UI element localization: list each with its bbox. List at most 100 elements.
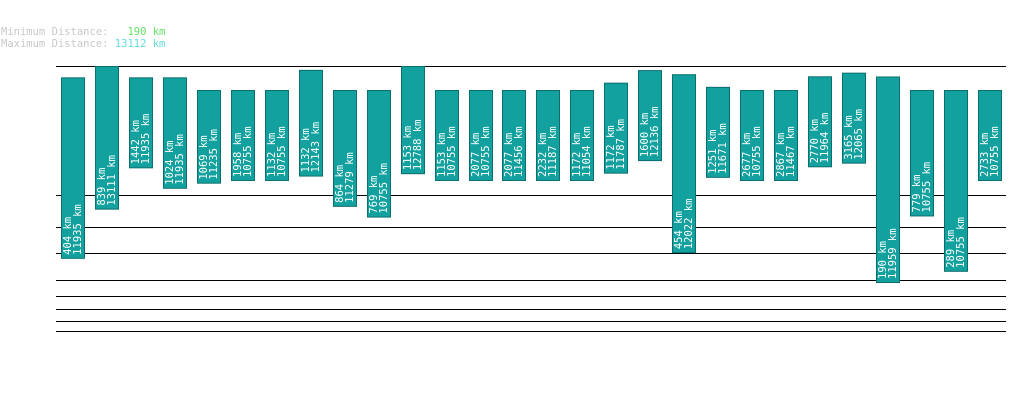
bar-max-label-15: 11187 km [547, 126, 559, 177]
bar-rect-1 [61, 77, 85, 259]
bar-min-label-23: 2770 km [809, 119, 821, 163]
bar-min-label-24: 3165 km [843, 115, 855, 159]
bar-min-label-18: 1600 km [639, 113, 651, 157]
bar-min-label-26: 779 km [911, 175, 923, 213]
bar-max-label-24: 12065 km [853, 109, 865, 160]
bar-rect-9 [333, 90, 357, 207]
bar-min-label-11: 1153 km [402, 126, 414, 170]
bar-max-label-27: 10755 km [955, 217, 967, 268]
bar-max-label-11: 12788 km [412, 120, 424, 171]
bar-max-label-10: 10755 km [378, 163, 390, 214]
bar-min-label-6: 1958 km [232, 133, 244, 177]
bar-max-label-12: 10755 km [446, 126, 458, 177]
bar-max-label-17: 11787 km [615, 119, 627, 170]
bar-rect-13 [469, 90, 493, 181]
bar-rect-19 [672, 74, 696, 254]
minimum-distance-value: 190 km [127, 26, 166, 38]
bar-rect-6 [231, 90, 255, 181]
bar-max-label-5: 11235 km [208, 129, 220, 180]
bar-min-label-17: 1172 km [605, 125, 617, 169]
bar-min-label-8: 1132 km [300, 128, 312, 172]
bar-min-label-28: 2733 km [979, 133, 991, 177]
bar-max-label-2: 13111 km [106, 155, 118, 206]
bar-rect-26 [910, 90, 934, 217]
bar-min-label-27: 289 km [945, 230, 957, 268]
bar-max-label-3: 11935 km [140, 114, 152, 165]
bar-rect-4 [163, 77, 187, 189]
bar-rect-10 [367, 90, 391, 218]
bar-min-label-13: 2077 km [470, 133, 482, 177]
bar-min-label-3: 1442 km [130, 120, 142, 164]
bar-max-label-23: 11964 km [819, 113, 831, 164]
bar-max-label-4: 11935 km [174, 134, 186, 185]
bar-max-label-19: 12022 km [683, 199, 695, 250]
bar-min-label-4: 1024 km [164, 140, 176, 184]
bar-rect-8 [299, 69, 323, 177]
bar-rect-28 [978, 90, 1002, 181]
bar-rect-12 [435, 90, 459, 181]
bar-max-label-28: 10755 km [989, 126, 1001, 177]
distance-header: Minimum Distance: 190 km Maximum Distanc… [1, 26, 165, 50]
grid-lines [56, 66, 1006, 332]
bar-min-label-21: 2677 km [741, 133, 753, 177]
maximum-distance-value: 13112 km [114, 38, 166, 50]
bar-rect-21 [740, 90, 764, 181]
bar-min-label-7: 1132 km [266, 133, 278, 177]
bar-max-label-14: 11456 km [513, 126, 525, 177]
bar-min-label-19: 454 km [673, 211, 685, 249]
bar-rect-24 [842, 72, 866, 164]
bar-max-label-13: 10755 km [480, 126, 492, 177]
bar-rect-7 [265, 90, 289, 181]
bar-rect-18 [638, 70, 662, 162]
bar-max-label-6: 10755 km [242, 126, 254, 177]
bar-min-label-5: 1069 km [198, 135, 210, 179]
bar-rect-15 [536, 90, 560, 181]
bar-min-label-12: 1153 km [436, 133, 448, 177]
minimum-distance-label: Minimum Distance: [1, 26, 109, 38]
bar-rect-23 [808, 76, 832, 168]
bar-min-label-16: 1172 km [571, 133, 583, 177]
bar-max-label-22: 11467 km [785, 126, 797, 177]
bar-min-label-22: 2867 km [775, 133, 787, 177]
bar-max-label-18: 12136 km [649, 107, 661, 158]
bar-max-label-20: 11671 km [717, 123, 729, 174]
bar-min-label-25: 190 km [877, 241, 889, 279]
minimum-distance-row: Minimum Distance: 190 km [1, 26, 165, 38]
bar-rect-17 [604, 82, 628, 174]
bar-rect-16 [570, 90, 594, 181]
bar-max-label-25: 11959 km [887, 228, 899, 279]
bar-rect-2 [95, 66, 119, 210]
bar-rect-20 [706, 86, 730, 178]
maximum-distance-label: Maximum Distance: [1, 38, 109, 50]
bar-max-label-21: 10755 km [751, 126, 763, 177]
bar-max-label-16: 11054 km [581, 126, 593, 177]
bar-rect-14 [502, 90, 526, 181]
bar-min-label-15: 2232 km [537, 133, 549, 177]
bar-min-label-1: 404 km [62, 217, 74, 255]
bar-rect-22 [774, 90, 798, 181]
bar-rect-5 [197, 90, 221, 184]
